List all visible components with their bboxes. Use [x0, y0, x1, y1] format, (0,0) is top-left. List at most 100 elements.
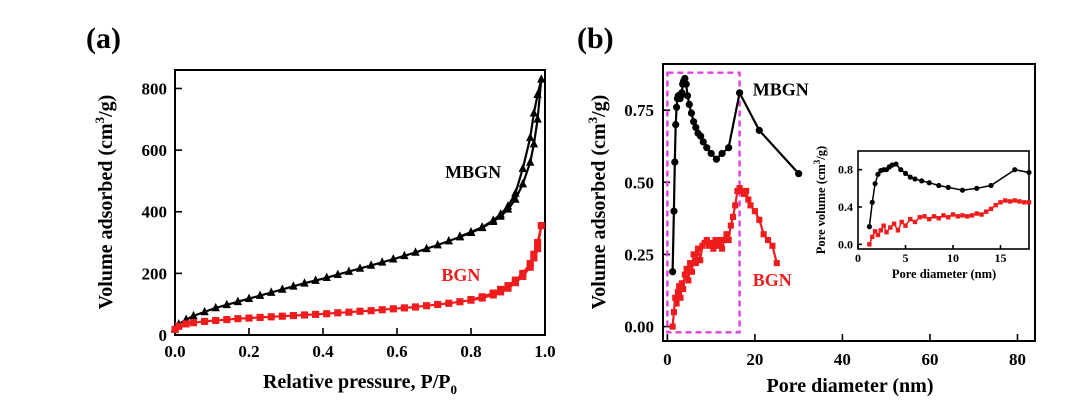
data-point	[988, 206, 994, 212]
x-axis-label: Pore diameter (nm)	[892, 267, 996, 281]
data-point	[919, 178, 925, 184]
data-point	[503, 201, 513, 210]
x-tick-label: 60	[921, 350, 938, 369]
data-point	[969, 213, 975, 218]
data-point	[875, 171, 881, 177]
data-point	[685, 277, 692, 284]
panel-label: (a)	[86, 22, 121, 55]
x-tick-label: 10	[947, 251, 959, 265]
data-point	[518, 163, 527, 172]
data-point	[511, 194, 520, 203]
data-point	[289, 312, 297, 320]
data-point	[699, 138, 707, 146]
data-point	[683, 92, 692, 100]
x-axis-label: Relative pressure, P/P0	[263, 371, 457, 397]
data-point	[747, 202, 754, 209]
data-point	[1012, 198, 1017, 203]
x-tick-label: 15	[995, 251, 1007, 265]
data-point	[988, 182, 994, 189]
data-point	[378, 306, 386, 314]
data-point	[965, 214, 970, 219]
x-tick-label: 0	[663, 350, 672, 369]
data-point	[533, 114, 542, 123]
series-group	[170, 74, 546, 334]
data-point	[267, 313, 275, 321]
y-tick-label: 0.8	[838, 163, 853, 177]
data-point	[993, 202, 998, 208]
x-axis-label: Pore diameter (nm)	[767, 375, 934, 397]
y-tick-label: 200	[142, 264, 168, 283]
data-point	[212, 316, 220, 325]
data-point	[902, 170, 909, 176]
data-point	[950, 212, 956, 217]
y-axis-label-tail: /g)	[588, 95, 610, 118]
y-axis-label-main: Volume adsorbed (cm	[588, 123, 610, 309]
data-point	[489, 289, 497, 297]
data-point	[678, 89, 686, 97]
data-point	[356, 307, 364, 315]
data-point	[884, 229, 889, 235]
data-point	[533, 89, 542, 99]
data-point	[478, 293, 486, 301]
data-point	[714, 242, 721, 249]
data-point	[211, 302, 220, 312]
data-point	[456, 298, 464, 306]
series-bgn	[669, 185, 780, 330]
x-tick-label: 0.6	[386, 342, 407, 361]
data-point	[182, 320, 190, 328]
data-point	[530, 254, 538, 262]
data-point	[907, 174, 913, 180]
data-point	[175, 322, 183, 330]
data-point	[681, 74, 689, 83]
data-point	[687, 260, 694, 267]
data-point	[926, 180, 932, 186]
data-point	[526, 157, 535, 166]
data-point	[411, 303, 420, 311]
data-point	[692, 123, 700, 132]
data-point	[671, 158, 679, 166]
data-point	[445, 299, 453, 307]
data-point	[680, 286, 687, 293]
data-point	[674, 288, 681, 296]
x-tick-label: 0.0	[164, 342, 185, 361]
data-point	[936, 182, 942, 189]
y-axis-label-main: Pore volume (cm	[814, 164, 828, 255]
y-tick-label: 600	[142, 141, 168, 160]
data-point	[529, 108, 539, 117]
data-point	[888, 225, 893, 230]
data-point	[1003, 198, 1008, 203]
data-point	[891, 221, 897, 227]
data-point	[255, 290, 265, 299]
highlight-rect	[666, 71, 741, 334]
data-point	[927, 216, 932, 222]
data-point	[200, 306, 209, 316]
y-tick-label: 0.75	[624, 101, 654, 120]
data-point	[529, 138, 539, 148]
y-tick-label: 800	[142, 79, 168, 98]
highlight-box	[666, 71, 741, 334]
data-point	[898, 167, 904, 173]
data-point	[941, 213, 946, 218]
data-point	[723, 231, 730, 238]
data-point	[455, 231, 465, 240]
data-point	[433, 239, 442, 249]
data-point	[755, 126, 763, 134]
data-point	[682, 80, 690, 88]
data-point	[773, 260, 780, 267]
data-point	[672, 120, 680, 129]
series-line	[174, 78, 543, 330]
data-point	[881, 223, 886, 228]
data-point	[703, 144, 711, 152]
data-point	[697, 132, 705, 140]
data-point	[278, 284, 287, 293]
data-point	[1026, 169, 1032, 176]
data-point	[1007, 199, 1013, 204]
data-point	[690, 118, 698, 126]
data-point	[496, 209, 505, 218]
data-point	[234, 315, 242, 323]
series-bgn	[171, 222, 545, 334]
data-point	[922, 214, 927, 219]
y-axis-label: Pore volume (cm3/g)	[812, 146, 828, 254]
data-point	[534, 245, 542, 253]
y-tick-label: 0	[159, 326, 168, 345]
